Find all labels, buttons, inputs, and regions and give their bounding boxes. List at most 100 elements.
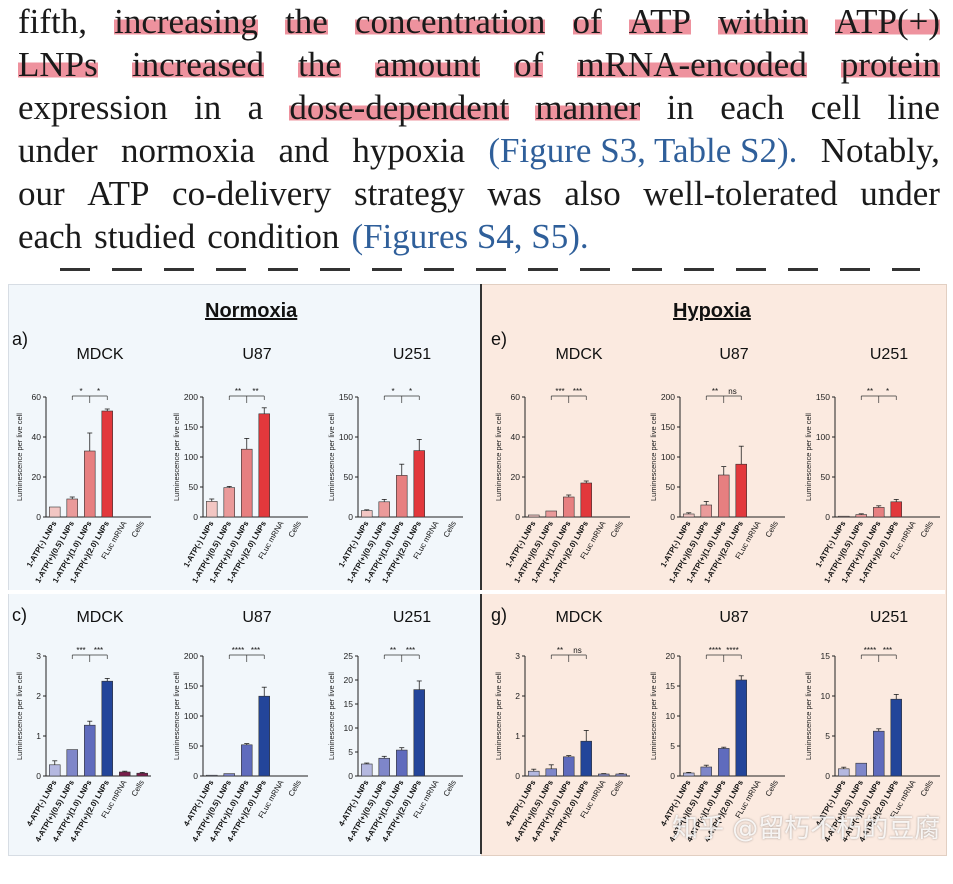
bar: [545, 768, 557, 777]
category-label: Cells: [130, 519, 147, 539]
y-axis-label: Luminescence per live cell: [172, 672, 181, 760]
y-tick-label: 150: [339, 392, 353, 402]
category-label: Cells: [764, 519, 781, 539]
sig-label: ***: [406, 646, 415, 655]
y-tick-label: 2: [515, 691, 520, 701]
y-tick-label: 5: [670, 741, 675, 751]
word: a: [247, 88, 264, 127]
word: under: [860, 174, 940, 213]
y-tick-label: 0: [36, 771, 41, 781]
panel-label-e: e): [491, 329, 508, 349]
y-tick-label: 0: [515, 771, 520, 781]
highlighted-word: within: [718, 0, 808, 43]
word: well-tolerated: [643, 174, 838, 213]
sig-label: **: [252, 387, 258, 396]
y-axis-label: Luminescence per live cell: [327, 672, 336, 760]
bar: [890, 698, 902, 777]
highlighted-word: the: [298, 43, 341, 86]
text-line: each studied condition (Figures S4, S5).: [18, 215, 940, 258]
y-tick-label: 5: [825, 731, 830, 741]
chart-title-c-u251: U251: [392, 609, 432, 626]
citation-link[interactable]: (Figures S4, S5).: [351, 217, 589, 256]
text-line: under normoxia and hypoxia (Figure S3, Table…: [18, 129, 940, 172]
highlighted-word: LNPs: [18, 43, 98, 86]
sig-label: **: [712, 387, 718, 396]
y-tick-label: 20: [344, 675, 354, 685]
y-tick-label: 50: [189, 741, 199, 751]
y-tick-label: 100: [184, 452, 198, 462]
body-text: fifth, increasing the concentration of ATP wit…: [18, 0, 940, 262]
sig-label: ns: [573, 646, 581, 655]
y-tick-label: 150: [184, 681, 198, 691]
y-tick-label: 20: [511, 472, 521, 482]
citation-link[interactable]: (Figure S3, Table S2).: [488, 131, 798, 170]
y-axis-label: Luminescence per live cell: [649, 413, 658, 501]
category-label: Cells: [609, 519, 626, 539]
y-tick-label: 2: [36, 691, 41, 701]
bar: [84, 724, 96, 777]
y-tick-label: 50: [666, 482, 676, 492]
bar: [258, 695, 270, 777]
y-tick-label: 150: [661, 422, 675, 432]
bar: [545, 510, 557, 518]
highlighted-word: of: [572, 0, 602, 43]
normoxia-title: Normoxia: [205, 300, 298, 322]
y-axis-label: Luminescence per live cell: [494, 672, 503, 760]
sig-label: ***: [76, 646, 85, 655]
bar: [683, 772, 695, 777]
y-tick-label: 0: [515, 512, 520, 522]
bar: [378, 501, 390, 518]
chart-title-e-mdck: MDCK: [555, 346, 603, 363]
y-tick-label: 0: [825, 771, 830, 781]
word: each: [18, 217, 83, 256]
word: condition: [207, 217, 340, 256]
text-line: LNPs increased the amount of mRNA-encoded prot…: [18, 43, 940, 86]
y-axis-label: Luminescence per live cell: [494, 413, 503, 501]
category-label: Cells: [919, 519, 936, 539]
y-axis-label: Luminescence per live cell: [804, 672, 813, 760]
panel-label-g: g): [491, 605, 508, 625]
y-tick-label: 0: [670, 771, 675, 781]
word: studied: [94, 217, 196, 256]
bar: [378, 757, 390, 777]
sig-label: *: [97, 387, 100, 396]
word: under: [18, 131, 98, 170]
y-tick-label: 100: [816, 432, 830, 442]
sig-label: *: [391, 387, 394, 396]
y-axis-label: Luminescence per live cell: [804, 413, 813, 501]
y-tick-label: 1: [36, 731, 41, 741]
y-tick-label: 100: [184, 711, 198, 721]
word: was: [487, 174, 542, 213]
y-tick-label: 60: [511, 392, 521, 402]
y-tick-label: 0: [193, 512, 198, 522]
bar: [838, 515, 850, 518]
word: fifth,: [18, 2, 88, 41]
category-label: Cells: [130, 778, 147, 798]
bar: [580, 482, 592, 518]
bar: [890, 501, 902, 518]
bar: [136, 772, 148, 777]
word: in: [666, 88, 694, 127]
sig-label: *: [79, 387, 82, 396]
y-tick-label: 10: [344, 723, 354, 733]
bar: [223, 487, 235, 518]
highlighted-word: mRNA-encoded: [577, 43, 807, 86]
bar: [598, 773, 610, 777]
y-axis-label: Luminescence per live cell: [172, 413, 181, 501]
sig-label: ***: [883, 646, 892, 655]
sig-label: ****: [726, 646, 738, 655]
category-label: Cells: [764, 778, 781, 798]
word: normoxia: [121, 131, 256, 170]
sig-label: ***: [573, 387, 582, 396]
y-tick-label: 150: [816, 392, 830, 402]
bar: [101, 680, 113, 777]
y-tick-label: 0: [348, 771, 353, 781]
